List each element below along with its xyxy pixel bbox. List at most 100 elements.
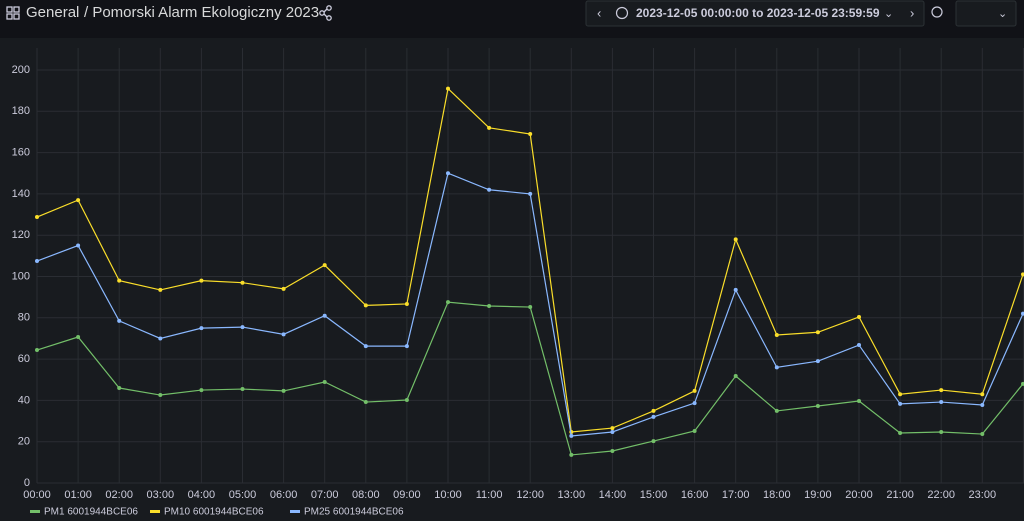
x-tick-label: 02:00 <box>105 489 133 501</box>
x-tick-label: 14:00 <box>599 489 627 501</box>
data-point <box>610 448 615 453</box>
data-point <box>404 344 409 349</box>
data-point <box>281 332 286 337</box>
x-tick-label: 17:00 <box>722 489 750 501</box>
clock-icon <box>615 6 629 20</box>
data-point <box>733 287 738 292</box>
y-tick-label: 60 <box>18 353 30 365</box>
x-tick-label: 19:00 <box>804 489 832 501</box>
data-point <box>1021 272 1024 277</box>
x-tick-label: 12:00 <box>516 489 544 501</box>
x-tick-label: 15:00 <box>640 489 668 501</box>
refresh-button[interactable] <box>955 0 1017 27</box>
share-icon[interactable] <box>319 5 332 21</box>
refresh-dropdown[interactable]: ⌄ <box>998 8 1007 20</box>
data-point <box>322 263 327 268</box>
legend-label[interactable]: PM10 6001944BCE06 <box>164 507 264 518</box>
x-tick-label: 21:00 <box>886 489 914 501</box>
data-point <box>240 280 245 285</box>
data-point <box>199 388 204 393</box>
x-tick-label: 04:00 <box>188 489 216 501</box>
data-point <box>404 397 409 402</box>
legend-swatch <box>290 510 300 513</box>
data-point <box>487 304 492 309</box>
x-tick-label: 18:00 <box>763 489 791 501</box>
data-point <box>774 365 779 370</box>
data-point <box>610 426 615 431</box>
data-point <box>774 408 779 413</box>
data-point <box>651 408 656 413</box>
data-point <box>815 330 820 335</box>
data-point <box>774 332 779 337</box>
data-point <box>199 326 204 331</box>
data-point <box>815 403 820 408</box>
data-point <box>35 348 39 353</box>
data-point <box>158 287 163 292</box>
x-tick-label: 16:00 <box>681 489 709 501</box>
data-point <box>117 278 122 283</box>
data-point <box>980 432 985 437</box>
x-tick-label: 08:00 <box>352 489 380 501</box>
x-tick-label: 11:00 <box>476 489 503 501</box>
data-point <box>446 171 450 176</box>
x-tick-label: 05:00 <box>229 489 257 501</box>
data-point <box>733 237 738 242</box>
data-point <box>240 325 245 330</box>
legend-swatch <box>30 510 40 513</box>
data-point <box>651 414 656 419</box>
data-point <box>692 401 697 406</box>
y-tick-label: 100 <box>12 270 30 282</box>
data-point <box>281 388 286 393</box>
data-point <box>487 187 492 192</box>
data-point <box>857 343 861 348</box>
x-tick-label: 03:00 <box>147 489 175 501</box>
data-point <box>898 401 903 406</box>
data-point <box>76 243 81 248</box>
data-point <box>939 388 944 393</box>
data-point <box>1021 311 1024 316</box>
data-point <box>158 336 163 341</box>
time-picker[interactable] <box>585 0 925 27</box>
data-point <box>569 452 574 457</box>
dashboard-title: / Pomorski Alarm Ekologiczny 2023 <box>84 4 319 21</box>
zoom-out-button[interactable] <box>931 6 943 18</box>
data-point <box>158 393 163 398</box>
legend-label[interactable]: PM1 6001944BCE06 <box>44 507 138 518</box>
data-point <box>322 313 327 318</box>
data-point <box>610 429 615 434</box>
y-tick-label: 40 <box>18 394 30 406</box>
x-tick-label: 09:00 <box>393 489 421 501</box>
data-point <box>76 335 81 340</box>
data-point <box>117 386 122 391</box>
data-point <box>980 402 985 407</box>
data-point <box>363 303 368 308</box>
data-point <box>528 305 533 310</box>
data-point <box>35 259 39 264</box>
data-point <box>651 439 656 444</box>
data-point <box>363 344 368 349</box>
data-point <box>857 314 861 319</box>
data-point <box>898 392 903 397</box>
data-point <box>487 125 492 130</box>
plot: 0 20 40 60 80 100 120 140 160 180 200 00:00 01:00 02:… <box>12 48 1024 518</box>
dropdown-arrow[interactable]: ⌄ <box>884 8 893 20</box>
data-point <box>76 198 81 203</box>
legend-label[interactable]: PM25 6001944BCE06 <box>304 507 404 518</box>
data-point <box>857 399 861 404</box>
next-button[interactable]: › <box>910 5 914 20</box>
apps-icon[interactable] <box>6 6 20 20</box>
y-tick-label: 200 <box>12 64 30 76</box>
data-point <box>322 380 327 385</box>
breadcrumb-folder[interactable]: General <box>26 4 79 21</box>
x-tick-label: 07:00 <box>311 489 339 501</box>
data-point <box>815 359 820 364</box>
y-tick-label: 80 <box>18 312 30 324</box>
x-tick-label: 10:00 <box>434 489 462 501</box>
time-range[interactable]: 2023-12-05 00:00:00 to 2023-12-05 23:59:… <box>636 6 880 20</box>
data-point <box>240 387 245 392</box>
data-point <box>898 431 903 436</box>
y-tick-label: 140 <box>12 188 30 200</box>
prev-button[interactable]: ‹ <box>597 5 601 20</box>
data-point <box>281 286 286 291</box>
legend-swatch <box>150 510 160 513</box>
